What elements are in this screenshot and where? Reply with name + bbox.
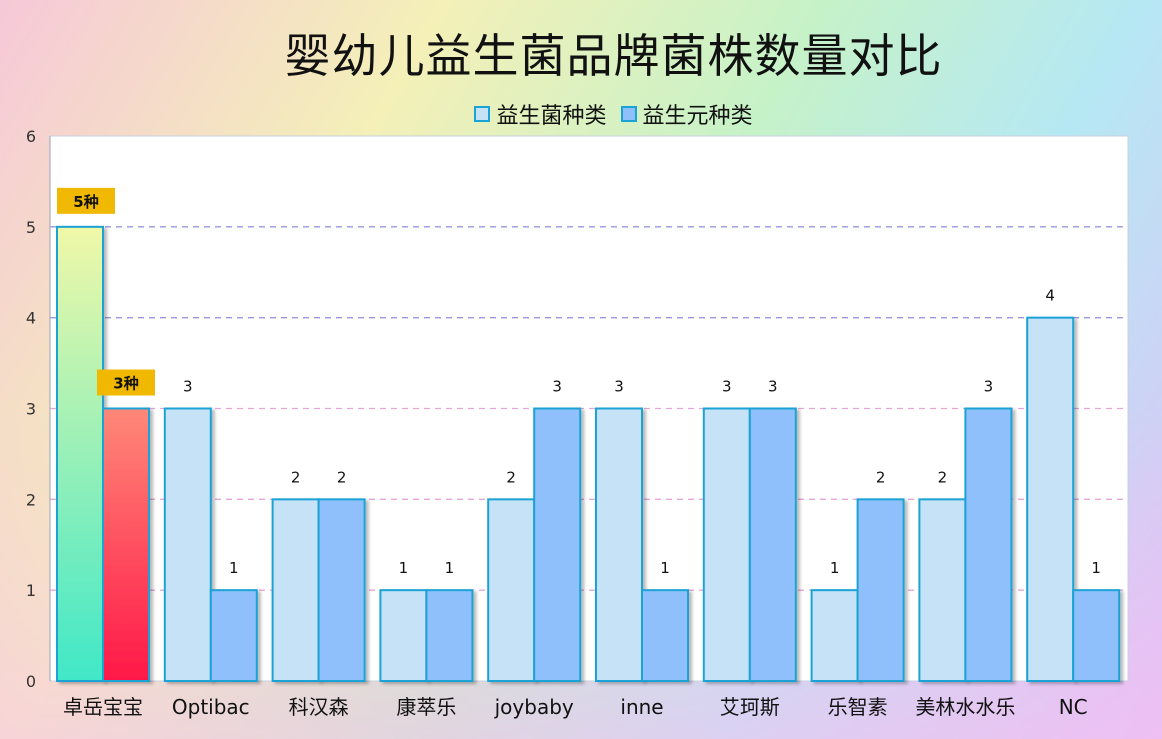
data-label: 2 bbox=[506, 468, 516, 486]
bar-prebiotic-4[interactable] bbox=[533, 407, 582, 682]
x-axis: 卓岳宝宝 Optibac 科汉森 康萃乐 joybaby inne 艾珂斯 乐智素 美林水水乐 N… bbox=[63, 695, 1088, 719]
bar-probiotic-4[interactable] bbox=[487, 498, 536, 683]
y-tick-label: 4 bbox=[26, 309, 36, 328]
bar-prebiotic-6[interactable] bbox=[748, 407, 797, 682]
bar-prebiotic-9[interactable] bbox=[1072, 589, 1121, 683]
data-label: 2 bbox=[291, 468, 301, 486]
bar-prebiotic-5[interactable] bbox=[641, 589, 689, 683]
bar-prebiotic-0[interactable] bbox=[102, 407, 150, 682]
legend-label-series-1: 益生菌种类 bbox=[496, 104, 607, 129]
data-label: 3 bbox=[552, 378, 562, 396]
y-axis: 0 1 2 3 4 5 6 bbox=[26, 127, 51, 691]
y-tick-label: 2 bbox=[26, 490, 36, 509]
data-label: 1 bbox=[399, 559, 409, 577]
legend-item-series-2[interactable]: 益生元种类 bbox=[620, 98, 753, 130]
y-tick-label: 0 bbox=[26, 672, 36, 691]
legend: 益生菌种类 益生元种类 bbox=[0, 98, 1162, 130]
bar-prebiotic-7[interactable] bbox=[856, 498, 905, 683]
x-category-label: 美林水水乐 bbox=[915, 695, 1015, 719]
bar-probiotic-3[interactable] bbox=[379, 589, 428, 683]
highlight-label-bg bbox=[57, 187, 115, 214]
bar-probiotic-9[interactable] bbox=[1026, 316, 1075, 682]
y-tick-label: 1 bbox=[26, 581, 36, 600]
y-tick-label: 5 bbox=[26, 218, 36, 237]
x-category-label: NC bbox=[1059, 695, 1088, 719]
x-category-label: joybaby bbox=[494, 695, 574, 719]
highlight-data-label: 3种 bbox=[113, 375, 138, 393]
data-label: 2 bbox=[337, 468, 347, 486]
y-tick-label: 6 bbox=[26, 127, 36, 146]
bar-probiotic-6[interactable] bbox=[702, 407, 751, 682]
highlight-label-bg bbox=[97, 369, 155, 396]
data-label: 1 bbox=[229, 559, 239, 577]
highlight-data-label: 5种 bbox=[73, 193, 98, 211]
legend-swatch-series-1 bbox=[474, 106, 491, 122]
data-label: 3 bbox=[183, 378, 193, 396]
x-category-label: inne bbox=[620, 695, 663, 719]
data-label: 1 bbox=[1091, 559, 1101, 577]
chart-title: 婴幼儿益生菌品牌菌株数量对比 bbox=[284, 29, 943, 83]
y-tick-label: 3 bbox=[26, 400, 36, 419]
data-label: 1 bbox=[445, 559, 455, 577]
x-category-label: 乐智素 bbox=[828, 695, 888, 719]
data-label: 1 bbox=[830, 559, 840, 577]
bar-prebiotic-8[interactable] bbox=[964, 407, 1013, 682]
data-label: 3 bbox=[614, 378, 624, 396]
x-category-label: 艾珂斯 bbox=[720, 695, 780, 719]
legend-label-series-2: 益生元种类 bbox=[642, 104, 753, 129]
x-category-label: 康萃乐 bbox=[396, 695, 456, 719]
bar-probiotic-0[interactable] bbox=[56, 225, 104, 682]
x-category-label: 卓岳宝宝 bbox=[63, 695, 143, 719]
data-labels: 5种 3种 3 1 2 2 1 1 2 3 3 1 3 3 1 2 2 3 4 1 bbox=[57, 187, 1101, 577]
data-label: 2 bbox=[938, 468, 948, 486]
gridlines bbox=[50, 226, 1128, 591]
bar-probiotic-7[interactable] bbox=[810, 589, 859, 683]
data-label: 3 bbox=[768, 378, 778, 396]
data-label: 4 bbox=[1045, 287, 1055, 305]
bar-probiotic-5[interactable] bbox=[595, 407, 643, 682]
data-label: 3 bbox=[722, 378, 732, 396]
x-category-label: Optibac bbox=[172, 695, 250, 719]
bar-probiotic-8[interactable] bbox=[918, 498, 967, 683]
bar-prebiotic-3[interactable] bbox=[425, 589, 474, 683]
bar-probiotic-1[interactable] bbox=[163, 407, 212, 682]
legend-swatch-series-2 bbox=[620, 106, 637, 122]
bar-prebiotic-2[interactable] bbox=[317, 498, 366, 683]
x-category-label: 科汉森 bbox=[289, 695, 349, 719]
bar-probiotic-2[interactable] bbox=[271, 498, 320, 683]
data-label: 2 bbox=[876, 468, 886, 486]
bars bbox=[56, 225, 1121, 683]
legend-item-series-1[interactable]: 益生菌种类 bbox=[474, 98, 607, 130]
data-label: 1 bbox=[660, 559, 670, 577]
bar-prebiotic-1[interactable] bbox=[209, 589, 258, 683]
data-label: 3 bbox=[984, 378, 994, 396]
